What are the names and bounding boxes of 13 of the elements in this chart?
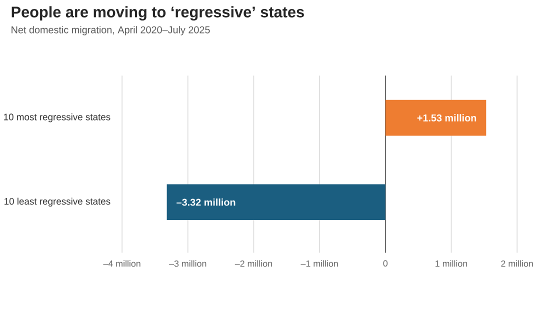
x-tick-label: –2 million xyxy=(234,260,272,267)
data-label: –3.32 million xyxy=(176,198,236,206)
x-tick-label: –1 million xyxy=(300,260,338,267)
x-tick-label: 2 million xyxy=(501,260,533,267)
x-tick-label: 0 xyxy=(383,260,388,266)
x-tick-label: –3 million xyxy=(169,260,206,267)
x-tick-label: –4 million xyxy=(103,260,140,267)
chart-subtitle: Net domestic migration, April 2020–July 2025 xyxy=(12,26,210,36)
data-label: +1.53 million xyxy=(417,114,476,122)
chart-title: People are moving to ‘regressive’ states xyxy=(12,6,304,20)
y-tick-label: 10 most regressive states xyxy=(4,113,110,122)
y-tick-label: 10 least regressive states xyxy=(4,198,110,206)
x-tick-label: 1 million xyxy=(436,260,468,267)
